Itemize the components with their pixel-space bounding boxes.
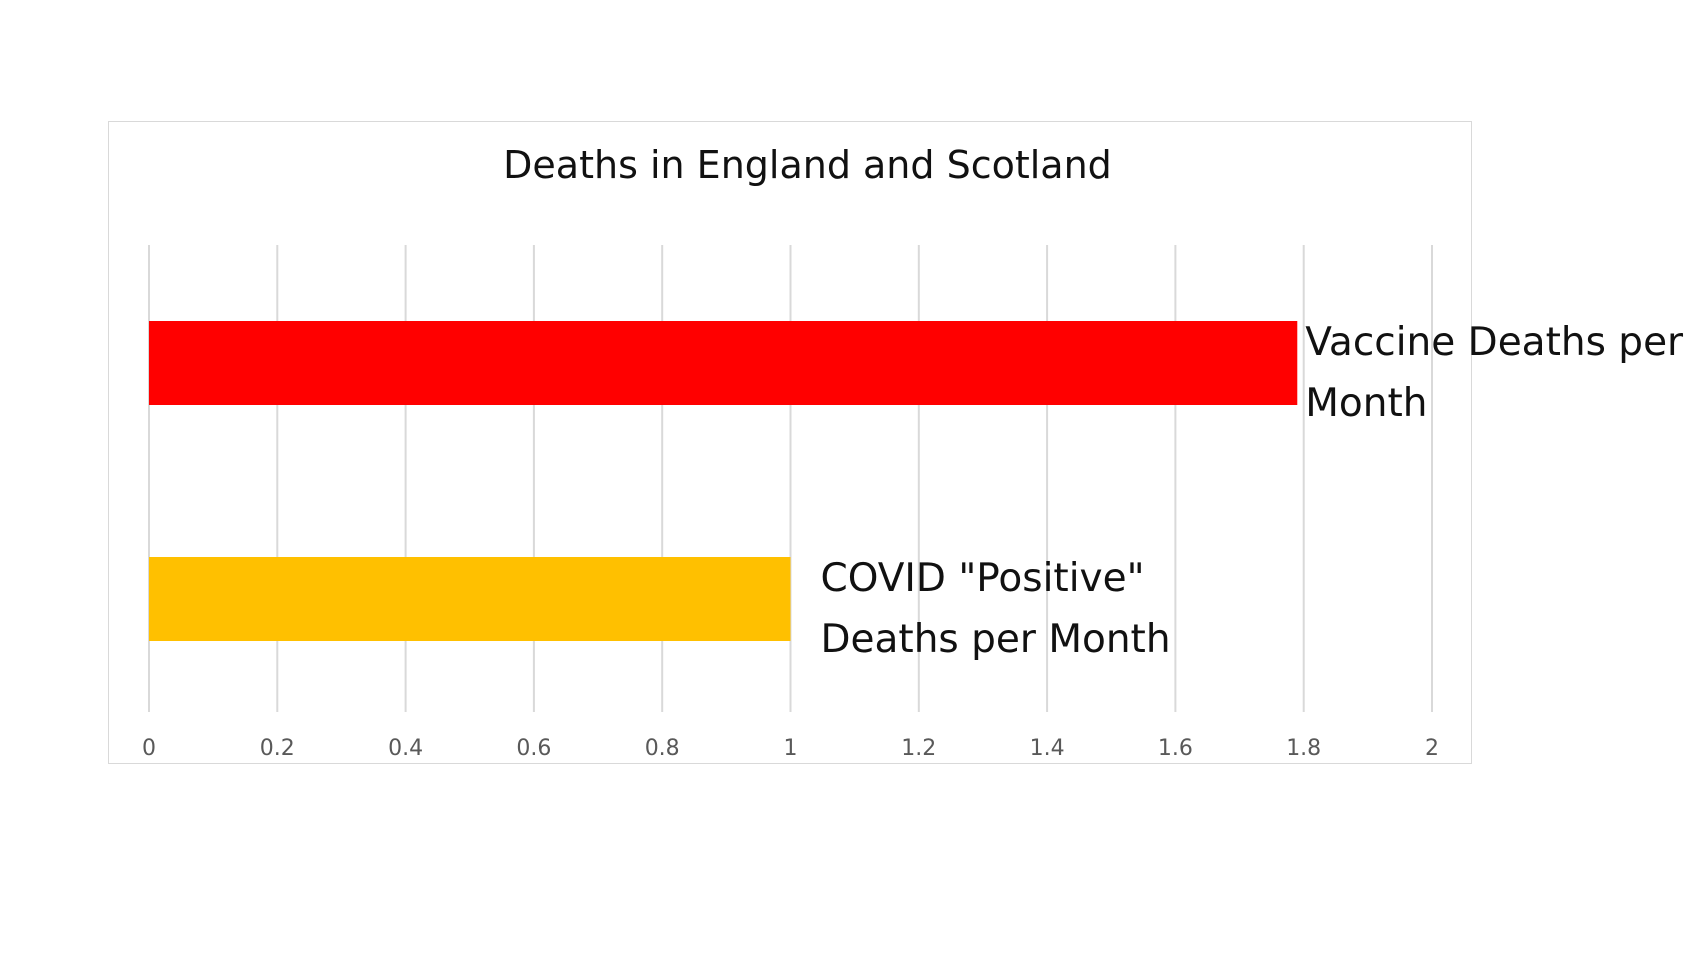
bar-label: Deaths per Month [821,617,1171,662]
x-tick-label: 2 [1425,736,1439,761]
x-tick-label: 1.6 [1158,736,1193,761]
x-tick-label: 1 [784,736,798,761]
x-tick-label: 0 [142,736,156,761]
x-tick-label: 0.6 [516,736,551,761]
x-tick-label: 1.2 [901,736,936,761]
x-tick-label: 0.4 [388,736,423,761]
bar-label: Month [1305,381,1427,426]
x-tick-label: 0.2 [260,736,295,761]
bar [149,557,791,641]
chart-title: Deaths in England and Scotland [503,143,1112,187]
x-tick-label: 0.8 [645,736,680,761]
x-tick-label: 1.8 [1286,736,1321,761]
bar-label: Vaccine Deaths per [1305,320,1684,365]
bar [149,321,1298,405]
bar-label: COVID "Positive" [821,556,1145,601]
x-tick-label: 1.4 [1030,736,1065,761]
